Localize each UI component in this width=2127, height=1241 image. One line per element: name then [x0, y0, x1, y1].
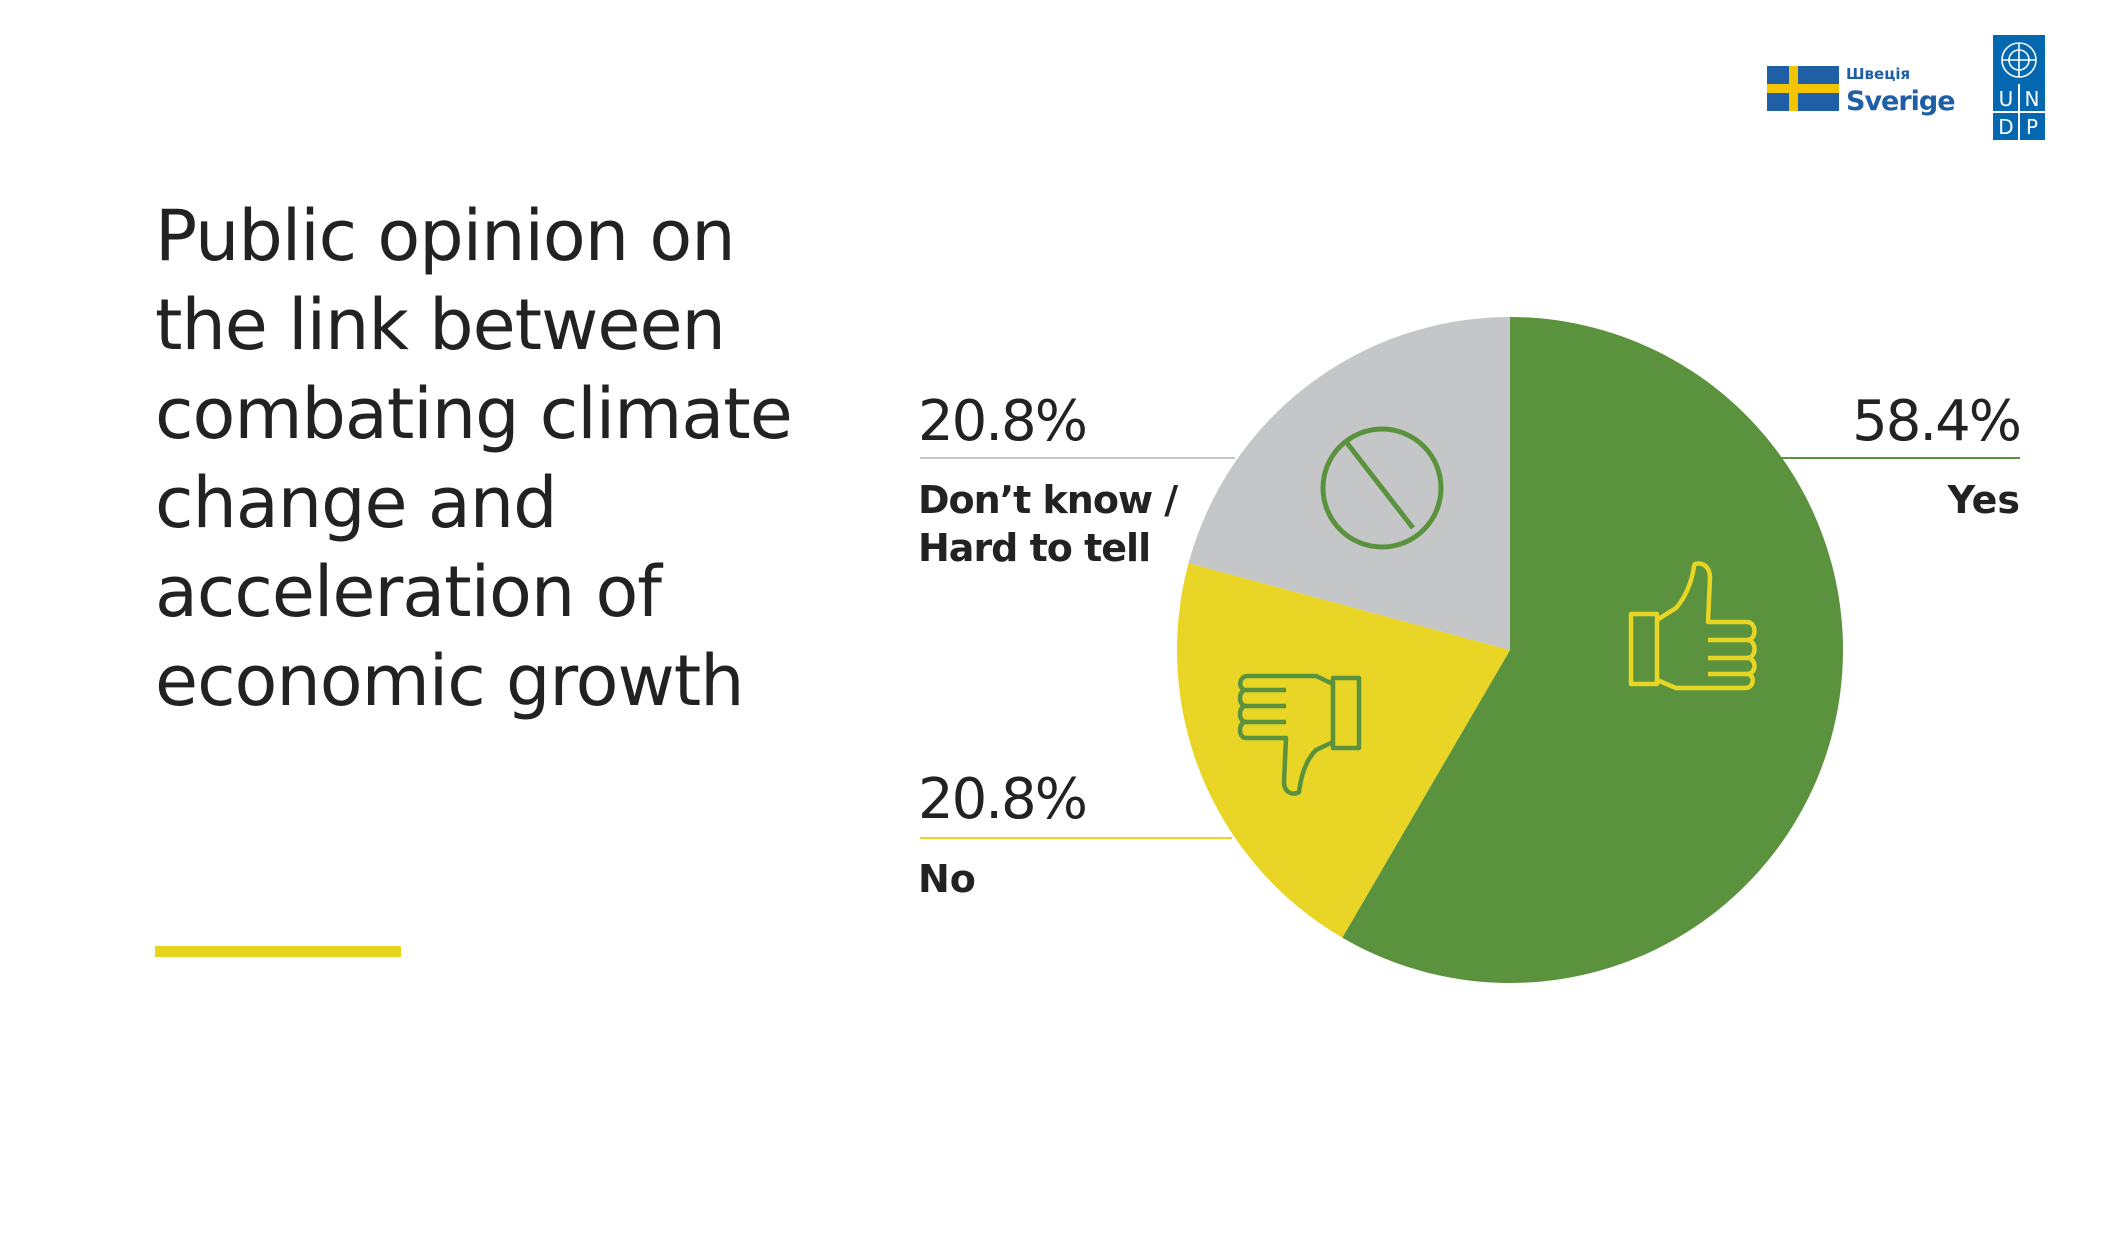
thumbs-down-icon — [1237, 673, 1362, 796]
undp-logo: U N D P — [1993, 35, 2045, 140]
no-category-label: No — [918, 857, 976, 901]
undp-letter-u: U — [1999, 87, 2014, 111]
undp-letter-n: N — [2025, 87, 2040, 111]
page-title: Public opinion on the link between comba… — [155, 195, 793, 722]
pie-slices — [1176, 317, 1843, 983]
sweden-flag-icon — [1767, 66, 1839, 111]
no-percent-label: 20.8% — [918, 767, 1086, 832]
sweden-logo: Швеція Sverige — [1767, 65, 1956, 117]
yes-percent-label: 58.4% — [1852, 389, 2020, 454]
sweden-logo-small-text: Швеція — [1846, 65, 1910, 83]
undp-letter-p: P — [2026, 115, 2038, 139]
dont-know-category-line-1: Don’t know / — [918, 478, 1178, 522]
pie-slice-yes — [1342, 317, 1843, 983]
yes-category-label: Yes — [1947, 478, 2020, 522]
dont-know-category-label: Don’t know / Hard to tell — [918, 478, 1189, 570]
prohibited-icon — [1320, 426, 1444, 550]
un-emblem-icon — [2001, 42, 2037, 78]
pie-slice-no — [1176, 563, 1510, 938]
thumbs-up-icon — [1628, 561, 1757, 691]
dont-know-percent-label: 20.8% — [918, 389, 1086, 454]
pie-slice-dont-know — [1188, 317, 1510, 650]
sweden-logo-large-text: Sverige — [1846, 86, 1955, 117]
title-underline — [155, 946, 401, 957]
undp-letter-d: D — [1998, 115, 2013, 139]
dont-know-category-line-2: Hard to tell — [918, 526, 1150, 570]
